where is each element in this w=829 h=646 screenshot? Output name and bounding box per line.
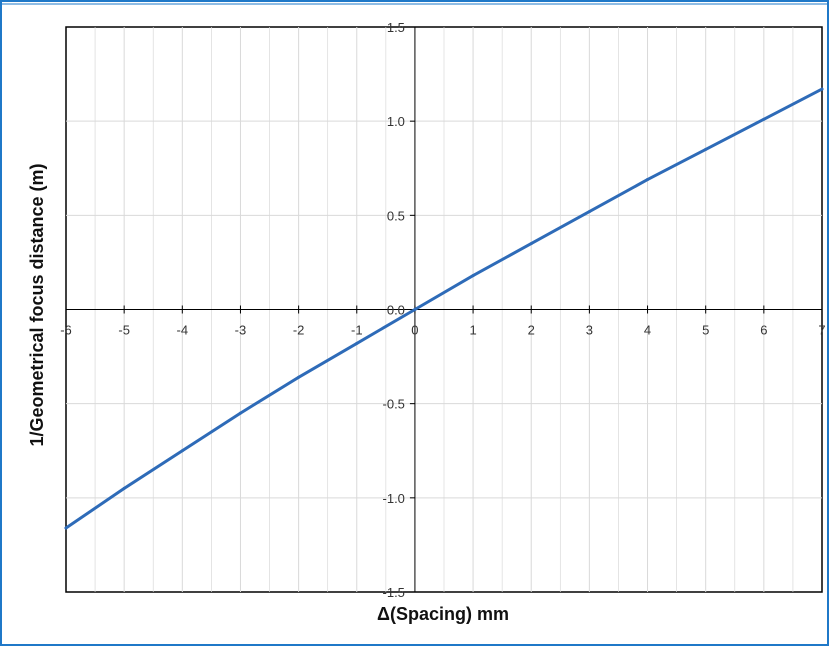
x-tick-label: 4 — [644, 323, 651, 338]
x-tick-label: -3 — [235, 323, 247, 338]
y-tick-label: -1.5 — [383, 585, 405, 600]
x-tick-label: 0 — [411, 323, 418, 338]
y-tick-label: 1.5 — [387, 20, 405, 35]
tick-labels: -6 -5 -4 -3 -2 -1 0 1 2 3 4 5 6 7 -1.5 -1.0 -0.5 0.0 0.5 1.… — [60, 20, 825, 600]
y-tick-label: 1.0 — [387, 114, 405, 129]
y-tick-label: 0.0 — [387, 303, 405, 318]
data-point — [122, 486, 126, 490]
data-point — [355, 341, 359, 345]
x-tick-label: 6 — [760, 323, 767, 338]
y-tick-label: -0.5 — [383, 397, 405, 412]
data-point — [704, 147, 708, 151]
data-point — [64, 526, 68, 530]
x-tick-label: 7 — [818, 323, 825, 338]
data-point — [587, 210, 591, 214]
x-tick-label: -4 — [177, 323, 189, 338]
data-point — [820, 87, 824, 91]
x-tick-label: -2 — [293, 323, 305, 338]
y-tick-label: 0.5 — [387, 208, 405, 223]
data-point — [238, 411, 242, 415]
data-point — [471, 274, 475, 278]
x-tick-label: 2 — [528, 323, 535, 338]
x-tick-label: -1 — [351, 323, 363, 338]
x-tick-label: -5 — [118, 323, 130, 338]
data-point — [646, 178, 650, 182]
data-point — [529, 242, 533, 246]
x-tick-label: 3 — [586, 323, 593, 338]
data-point — [297, 375, 301, 379]
series-line — [64, 87, 824, 530]
y-axis-title: 1/Geometrical focus distance (m) — [27, 163, 47, 446]
data-point — [762, 117, 766, 121]
x-tick-label: 1 — [469, 323, 476, 338]
data-point — [180, 449, 184, 453]
x-tick-label: -6 — [60, 323, 72, 338]
y-tick-label: -1.0 — [383, 491, 405, 506]
x-tick-label: 5 — [702, 323, 709, 338]
data-series — [64, 87, 824, 530]
x-axis-title: Δ(Spacing) mm — [377, 604, 509, 624]
data-point — [413, 308, 417, 311]
